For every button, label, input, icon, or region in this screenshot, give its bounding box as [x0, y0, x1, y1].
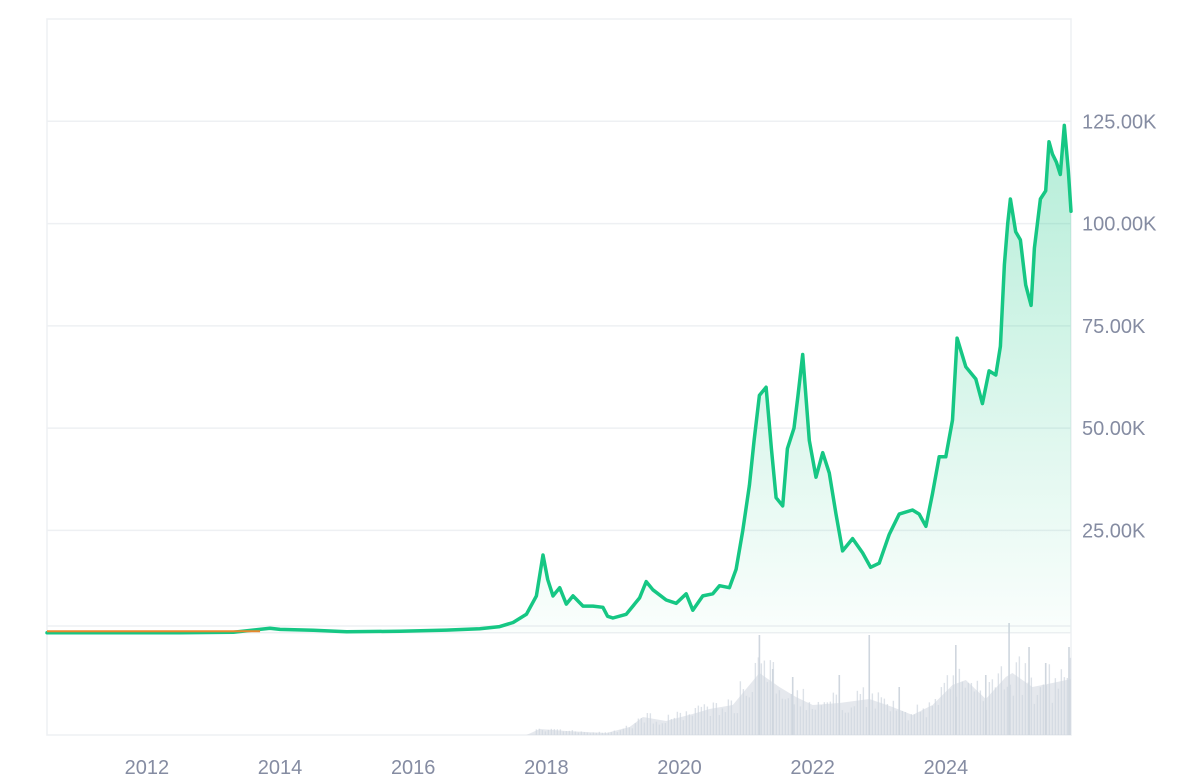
x-tick-label: 2024 — [924, 757, 969, 778]
x-tick-label: 2012 — [125, 757, 170, 778]
x-tick-label: 2022 — [790, 757, 835, 778]
x-axis-ticks: 2012 2014 2016 2018 2020 2022 2024 — [125, 757, 968, 778]
y-axis-ticks: 25.00K 50.00K 75.00K 100.00K 125.00K — [1082, 111, 1157, 542]
price-line[interactable] — [45, 123, 1073, 635]
y-tick-label: 75.00K — [1082, 316, 1146, 338]
x-tick-label: 2020 — [657, 757, 702, 778]
y-tick-label: 100.00K — [1082, 214, 1157, 236]
x-tick-label: 2016 — [391, 757, 436, 778]
x-tick-label: 2014 — [258, 757, 303, 778]
price-area-fill — [47, 125, 1071, 633]
y-tick-label: 25.00K — [1082, 520, 1146, 542]
y-tick-label: 50.00K — [1082, 418, 1146, 440]
volume-bars — [47, 623, 1072, 735]
y-tick-label: 125.00K — [1082, 111, 1157, 133]
x-tick-label: 2018 — [524, 757, 569, 778]
